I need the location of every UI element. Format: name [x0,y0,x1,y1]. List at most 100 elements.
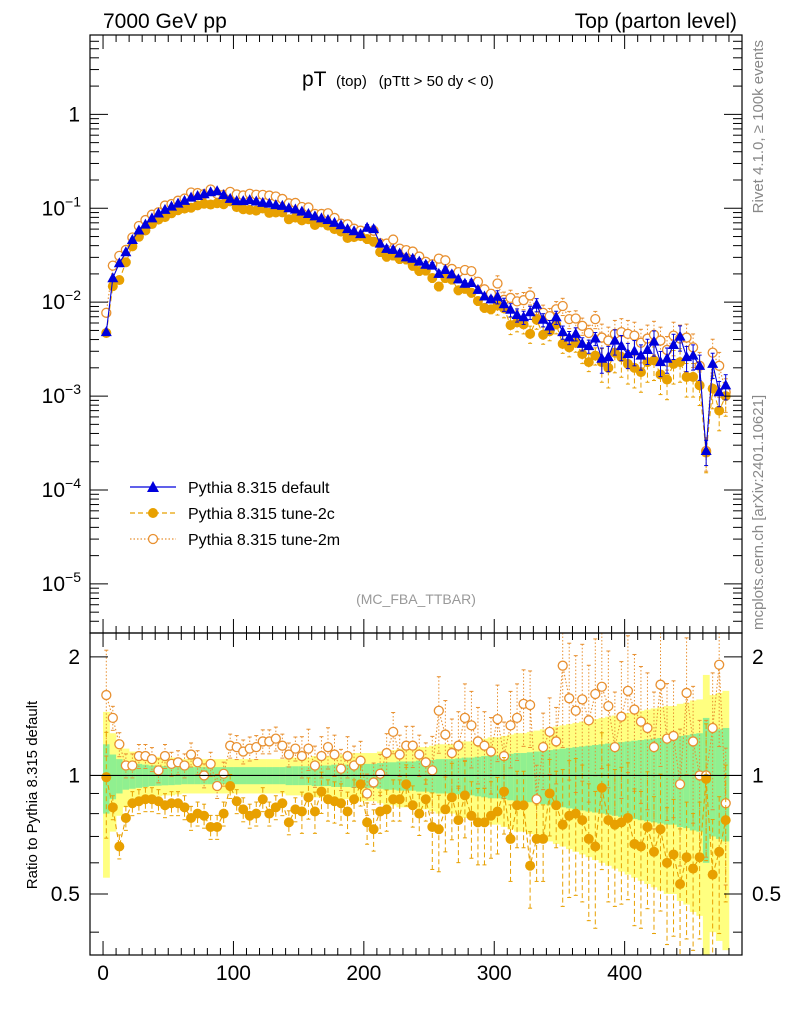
main-point-tune2c [714,405,725,416]
ratio-point-tune2m [524,699,536,711]
ratio-point-tune2c [707,869,718,880]
main-y-tick-base: 10 [42,291,65,314]
ratio-point-tune2c [336,798,347,809]
ratio-point-tune2m [251,741,262,753]
ratio-point-tune2m [355,755,366,766]
ratio-point-tune2c [648,846,659,857]
ratio-point-tune2c [675,879,686,890]
main-point-default [302,207,314,218]
ratio-band-green [605,743,612,815]
ratio-point-tune2c [120,812,131,823]
legend-entry-tune2m: Pythia 8.315 tune-2m [130,532,340,549]
ratio-x-tick-label: 0 [97,962,109,985]
main-point-default [179,194,191,205]
ratio-point-tune2c [551,800,562,811]
ratio-band-green [592,744,599,813]
main-point-default [276,199,288,210]
main-point-default [446,268,458,279]
main-point-tune2c [525,328,536,339]
main-point-default [387,243,399,254]
main-point-default [342,223,354,234]
ratio-point-tune2m [446,747,458,759]
ratio-point-tune2m [466,720,477,731]
main-point-tune2m [492,278,503,289]
main-point-tune2c [590,350,601,361]
ratio-point-tune2c [381,804,392,815]
ratio-point-tune2m [433,705,444,716]
main-y-tick-exp: −3 [65,381,81,397]
header-left: 7000 GeV pp [103,10,227,33]
ratio-band-green [481,756,489,798]
main-point-tune2c [662,374,673,385]
main-point-default [211,185,223,196]
main-point-default [166,200,177,211]
mcplots-label: mcplots.cern.ch [arXiv:2401.10621] [750,395,767,630]
ratio-band-green [533,751,541,804]
ratio-point-tune2m [381,747,392,759]
main-point-default [348,225,360,236]
main-point-default [426,259,438,270]
ratio-point-tune2c [720,815,731,826]
ratio-point-tune2m [335,763,347,774]
ratio-point-tune2c [681,852,692,863]
ratio-band-green [474,756,482,797]
ratio-point-tune2m [564,693,575,704]
ratio-point-tune2m [114,739,125,750]
ratio-point-tune2m [511,712,523,724]
ratio-point-tune2c [355,779,366,790]
main-point-default [720,379,732,390]
ratio-point-tune2m [635,716,647,727]
ratio-band-green [663,737,671,825]
main-point-tune2c [688,371,699,382]
main-point-default [361,221,373,232]
ratio-band-green [487,755,495,799]
ratio-point-tune2c [199,810,210,821]
legend-marker-default [147,481,159,492]
ratio-y-tick-label-left: 1 [68,764,80,787]
ratio-point-tune2m [277,740,288,751]
legend-entry-default: Pythia 8.315 default [130,480,330,497]
ratio-point-tune2c [505,833,516,844]
main-point-default [120,246,132,257]
ratio-point-tune2m [668,730,679,742]
main-point-default [126,233,138,244]
ratio-y-tick-label-right: 2 [752,646,764,669]
ratio-point-tune2m [420,757,431,768]
ratio-band-green [455,758,462,795]
main-point-default [707,357,719,368]
ratio-point-tune2c [309,806,320,817]
ratio-point-tune2c [701,773,712,784]
main-point-tune2c [433,281,444,292]
ratio-point-tune2m [479,740,490,751]
ratio-point-tune2c [420,794,431,805]
main-point-default [250,195,262,206]
ratio-point-tune2c [538,833,549,844]
ratio-point-tune2m [557,660,568,671]
ratio-point-tune2c [316,786,327,797]
main-axes: 110−110−210−310−410−5 [42,34,743,634]
main-point-default [622,348,634,359]
ratio-point-tune2c [225,781,236,792]
ratio-band-green [435,759,443,794]
ratio-point-tune2m [453,740,464,751]
main-y-tick-label: 10−2 [42,287,82,314]
ratio-point-tune2m [655,679,666,690]
main-point-default [218,189,230,200]
ratio-point-tune2m [544,726,555,738]
main-point-default [133,224,145,235]
main-point-default [576,337,588,348]
ratio-point-tune2c [596,782,607,793]
main-point-tune2c [648,355,659,366]
main-plot-title: pT (top) (pTtt > 50 dy < 0) [302,68,494,91]
legend: Pythia 8.315 default Pythia 8.315 tune-2… [130,480,340,549]
ratio-point-tune2c [525,860,536,871]
main-point-default [609,334,621,345]
main-point-tune2m [583,327,594,339]
ratio-point-tune2m [322,741,334,753]
ratio-point-tune2c [303,792,314,803]
ratio-point-tune2m [609,741,621,753]
ratio-point-tune2m [101,689,112,701]
ratio-band-green [696,733,704,832]
main-point-default [322,214,334,225]
ratio-point-tune2c [635,841,646,852]
